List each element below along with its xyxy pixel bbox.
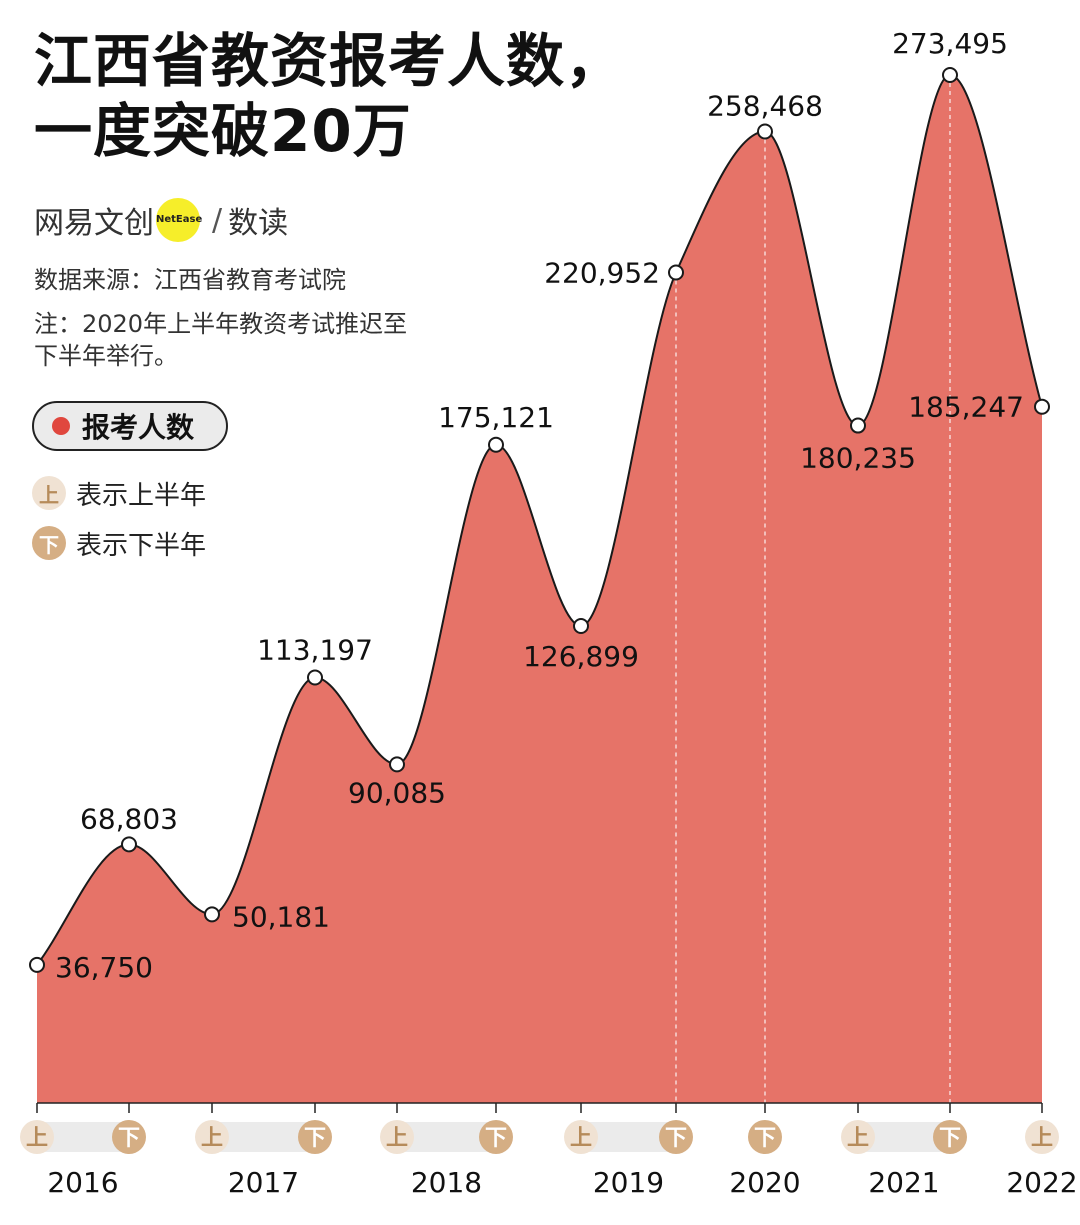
title-line-1: 江西省教资报考人数， xyxy=(34,27,625,95)
brand-sub: 数读 xyxy=(228,206,289,241)
half-marker-label: 上 xyxy=(847,1126,869,1151)
brand: 网易文创 NetEase / 数读 xyxy=(34,196,288,244)
data-point xyxy=(488,436,504,453)
second-half-marker-icon xyxy=(933,1120,967,1154)
first-half-marker-icon xyxy=(380,1120,414,1154)
half-marker-label: 下 xyxy=(754,1126,776,1151)
data-point xyxy=(757,123,773,140)
data-label: 113,197 xyxy=(257,634,373,667)
first-half-marker-icon xyxy=(841,1120,875,1154)
first-half-label: 表示上半年 xyxy=(76,480,207,511)
netease-logo-icon: NetEase xyxy=(156,198,202,242)
second-half-marker-icon xyxy=(112,1120,146,1154)
data-label: 68,803 xyxy=(80,802,178,835)
year-tick-label: 2019 xyxy=(593,1166,664,1199)
data-label: 180,235 xyxy=(800,442,916,475)
data-label: 220,952 xyxy=(544,256,660,289)
second-half-label: 表示下半年 xyxy=(76,530,207,561)
year-band xyxy=(212,1122,315,1152)
half-marker-label: 上 xyxy=(570,1126,592,1151)
title-line-2: 一度突破20万 xyxy=(34,97,412,165)
data-label: 273,495 xyxy=(892,27,1008,60)
data-point xyxy=(389,756,405,773)
data-point xyxy=(204,906,220,923)
brand-name: 网易文创 xyxy=(34,206,154,241)
brand-slash: / xyxy=(212,202,223,238)
data-point xyxy=(307,669,323,686)
first-half-marker-icon: 上 xyxy=(32,476,66,510)
legend-swatch xyxy=(52,417,70,435)
data-label: 185,247 xyxy=(908,391,1024,424)
first-half-marker-icon xyxy=(20,1120,54,1154)
data-label: 175,121 xyxy=(438,401,554,434)
half-marker-label: 下 xyxy=(665,1126,687,1151)
data-label: 258,468 xyxy=(707,89,823,122)
legend-first-half: 上 表示上半年 xyxy=(32,475,206,511)
half-marker-label: 上 xyxy=(386,1126,408,1151)
legend-series: 报考人数 xyxy=(32,401,228,451)
data-point xyxy=(1034,398,1050,415)
first-half-marker-icon xyxy=(195,1120,229,1154)
half-marker-label: 下 xyxy=(939,1126,961,1151)
year-tick-label: 2022 xyxy=(1006,1166,1077,1199)
data-point xyxy=(121,836,137,853)
chart-title: 江西省教资报考人数， 一度突破20万 xyxy=(34,26,624,166)
second-half-marker-icon xyxy=(479,1120,513,1154)
year-tick-label: 2017 xyxy=(228,1166,299,1199)
data-point xyxy=(29,956,45,973)
second-half-marker-icon xyxy=(298,1120,332,1154)
half-marker-label: 下 xyxy=(118,1126,140,1151)
year-tick-label: 2018 xyxy=(411,1166,482,1199)
data-source: 数据来源：江西省教育考试院 xyxy=(34,266,346,294)
year-tick-label: 2020 xyxy=(729,1166,800,1199)
second-half-marker-icon: 下 xyxy=(32,526,66,560)
half-marker-label: 下 xyxy=(304,1126,326,1151)
data-label: 126,899 xyxy=(523,640,639,673)
half-marker-label: 上 xyxy=(201,1126,223,1151)
data-point xyxy=(850,417,866,434)
area-fill xyxy=(37,75,1042,1103)
legend-second-half: 下 表示下半年 xyxy=(32,525,206,561)
half-marker-label: 下 xyxy=(485,1126,507,1151)
first-half-marker-icon xyxy=(564,1120,598,1154)
first-half-marker-icon xyxy=(1025,1120,1059,1154)
legend-series-label: 报考人数 xyxy=(82,411,195,444)
data-point xyxy=(668,264,684,281)
half-marker-label: 上 xyxy=(26,1126,48,1151)
half-marker-label: 上 xyxy=(1031,1126,1053,1151)
data-label: 50,181 xyxy=(232,900,330,933)
data-label: 90,085 xyxy=(348,776,446,809)
second-half-marker-icon xyxy=(748,1120,782,1154)
year-tick-label: 2016 xyxy=(47,1166,118,1199)
data-point xyxy=(573,618,589,635)
data-point xyxy=(942,67,958,83)
chart-note: 注：2020年上半年教资考试推迟至下半年举行。 xyxy=(34,310,408,370)
year-tick-label: 2021 xyxy=(868,1166,939,1199)
second-half-marker-icon xyxy=(659,1120,693,1154)
data-label: 36,750 xyxy=(55,951,153,984)
